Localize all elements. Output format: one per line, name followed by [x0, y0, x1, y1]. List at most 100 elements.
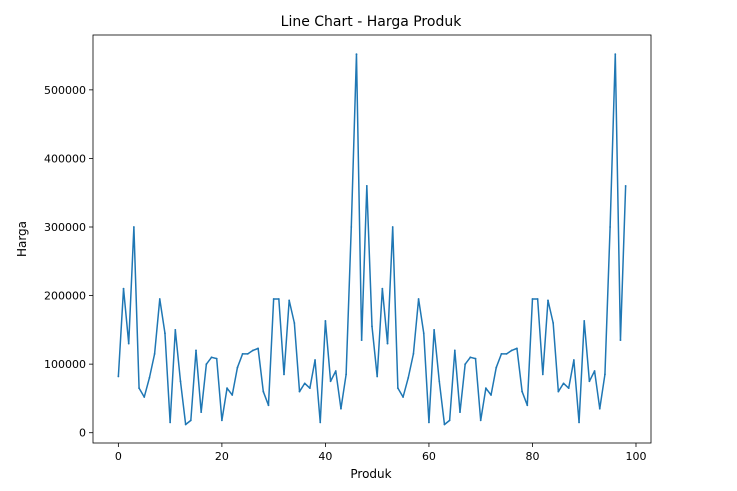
x-tick-label: 100	[625, 450, 646, 463]
data-point	[371, 325, 373, 328]
data-point	[552, 322, 555, 324]
data-point	[314, 359, 316, 361]
data-point	[531, 298, 534, 300]
data-point	[500, 352, 503, 355]
data-point	[469, 356, 472, 359]
y-tick-label: 200000	[44, 290, 86, 303]
data-point	[205, 363, 208, 366]
data-point	[148, 376, 151, 379]
data-point	[122, 287, 125, 290]
data-point	[412, 352, 415, 355]
data-point	[200, 411, 203, 414]
data-point	[231, 394, 234, 396]
data-point	[484, 387, 487, 390]
data-point	[355, 53, 358, 56]
data-point	[360, 339, 363, 342]
data-point	[324, 320, 327, 322]
data-point	[262, 390, 265, 393]
data-point	[614, 53, 617, 56]
data-point	[396, 387, 399, 390]
data-point	[164, 332, 166, 335]
data-point	[241, 352, 244, 355]
data-point	[267, 404, 270, 407]
data-point	[220, 419, 223, 422]
data-point	[474, 357, 477, 360]
data-point	[422, 332, 425, 335]
data-point	[572, 359, 575, 361]
data-point	[246, 352, 249, 355]
y-tick-label: 400000	[44, 152, 86, 165]
data-point	[521, 390, 524, 393]
data-point	[329, 380, 332, 383]
data-point	[417, 298, 420, 300]
data-point	[562, 382, 565, 385]
data-point	[516, 347, 518, 350]
data-point	[448, 419, 451, 422]
data-point	[567, 387, 570, 390]
data-point	[624, 184, 627, 187]
data-point	[541, 373, 544, 376]
x-axis-label: Produk	[350, 467, 391, 481]
data-point	[453, 349, 456, 352]
data-point	[117, 375, 120, 378]
x-tick-label: 0	[115, 450, 122, 463]
data-point	[510, 349, 513, 352]
data-point	[428, 421, 430, 424]
y-tick-label: 0	[79, 427, 86, 440]
data-point	[319, 421, 322, 424]
data-point	[604, 373, 606, 376]
data-point	[376, 375, 379, 378]
data-point	[153, 352, 156, 355]
data-point	[236, 366, 239, 369]
y-axis: 0 100000 200000 300000 400000 500000	[44, 84, 93, 440]
data-point	[210, 356, 213, 359]
data-point	[303, 382, 306, 385]
data-point	[277, 298, 280, 300]
data-point	[184, 423, 187, 426]
data-point	[226, 387, 228, 390]
y-axis-label: Harga	[15, 221, 29, 257]
data-point	[132, 226, 135, 228]
data-point	[195, 349, 197, 352]
data-point	[381, 287, 384, 290]
data-point	[578, 421, 580, 424]
data-point	[526, 404, 529, 407]
data-point	[127, 342, 130, 345]
data-point	[143, 396, 146, 398]
data-point	[443, 423, 446, 426]
y-tick-label: 300000	[44, 221, 86, 234]
data-point	[547, 299, 549, 302]
data-point	[252, 349, 254, 352]
data-point	[588, 380, 591, 383]
chart-title: Line Chart - Harga Produk	[281, 14, 463, 30]
data-point	[505, 352, 508, 355]
data-point	[495, 366, 498, 369]
data-point	[593, 370, 596, 372]
data-point	[288, 299, 291, 302]
data-point	[391, 226, 394, 228]
x-tick-label: 40	[318, 450, 332, 463]
plot-area-frame	[92, 34, 652, 444]
x-tick-label: 60	[422, 450, 436, 463]
data-point	[619, 339, 622, 342]
x-axis: 0 20 40 60 80 100	[115, 443, 646, 463]
y-tick-label: 100000	[44, 358, 86, 371]
data-point	[557, 390, 560, 393]
data-point	[138, 387, 140, 390]
data-point	[365, 184, 368, 187]
data-point	[340, 407, 342, 410]
x-tick-label: 80	[525, 450, 539, 463]
data-point	[609, 226, 612, 228]
data-point	[158, 298, 161, 300]
data-point	[215, 357, 218, 360]
data-point	[174, 328, 177, 331]
data-point	[298, 390, 301, 393]
data-point	[345, 373, 348, 376]
data-point	[490, 394, 492, 396]
data-point	[308, 387, 311, 390]
y-tick-label: 500000	[44, 84, 86, 97]
data-point	[293, 322, 296, 324]
data-point	[459, 411, 461, 414]
data-point	[386, 342, 389, 345]
